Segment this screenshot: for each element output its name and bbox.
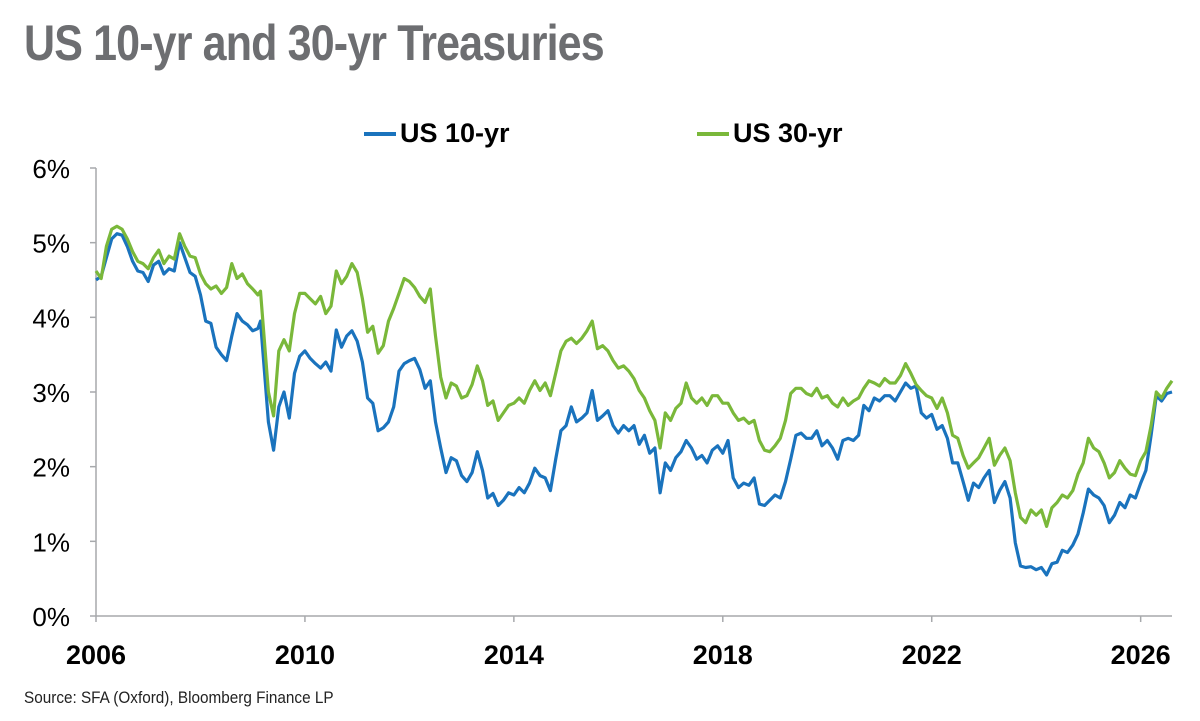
legend-label-us30: US 30-yr: [733, 118, 843, 148]
legend-item-us30: US 30-yr: [697, 118, 843, 149]
legend-item-us10: US 10-yr: [364, 118, 510, 149]
x-tick-label: 2006: [66, 640, 126, 670]
source-note: Source: SFA (Oxford), Bloomberg Finance …: [24, 688, 334, 707]
x-tick-label: 2018: [693, 640, 753, 670]
y-tick-label: 5%: [32, 229, 70, 259]
legend: US 10-yr US 30-yr: [0, 118, 1200, 158]
series-lines: [94, 224, 1174, 577]
x-tick-label: 2010: [275, 640, 335, 670]
y-tick-label: 6%: [32, 154, 70, 184]
series-line-us10: [95, 232, 1173, 577]
y-tick-label: 4%: [32, 303, 70, 333]
x-tick-label: 2026: [1111, 640, 1171, 670]
axes: [95, 168, 1172, 617]
y-tick-label: 0%: [32, 602, 70, 632]
y-tick-label: 2%: [32, 453, 70, 483]
x-tick-label: 2022: [902, 640, 962, 670]
chart-title: US 10-yr and 30-yr Treasuries: [24, 15, 605, 71]
y-axis-ticks: 0% 1% 2% 3% 4% 5% 6%: [32, 154, 96, 632]
y-tick-label: 3%: [32, 378, 70, 408]
legend-label-us10: US 10-yr: [400, 118, 510, 148]
legend-swatch-us10: [364, 131, 396, 136]
series-line-us30: [94, 224, 1174, 528]
x-tick-label: 2014: [484, 640, 544, 670]
x-axis-ticks: 2006 2010 2014 2018 2022 2026: [66, 616, 1171, 670]
y-tick-label: 1%: [32, 527, 70, 557]
legend-swatch-us30: [697, 131, 729, 136]
